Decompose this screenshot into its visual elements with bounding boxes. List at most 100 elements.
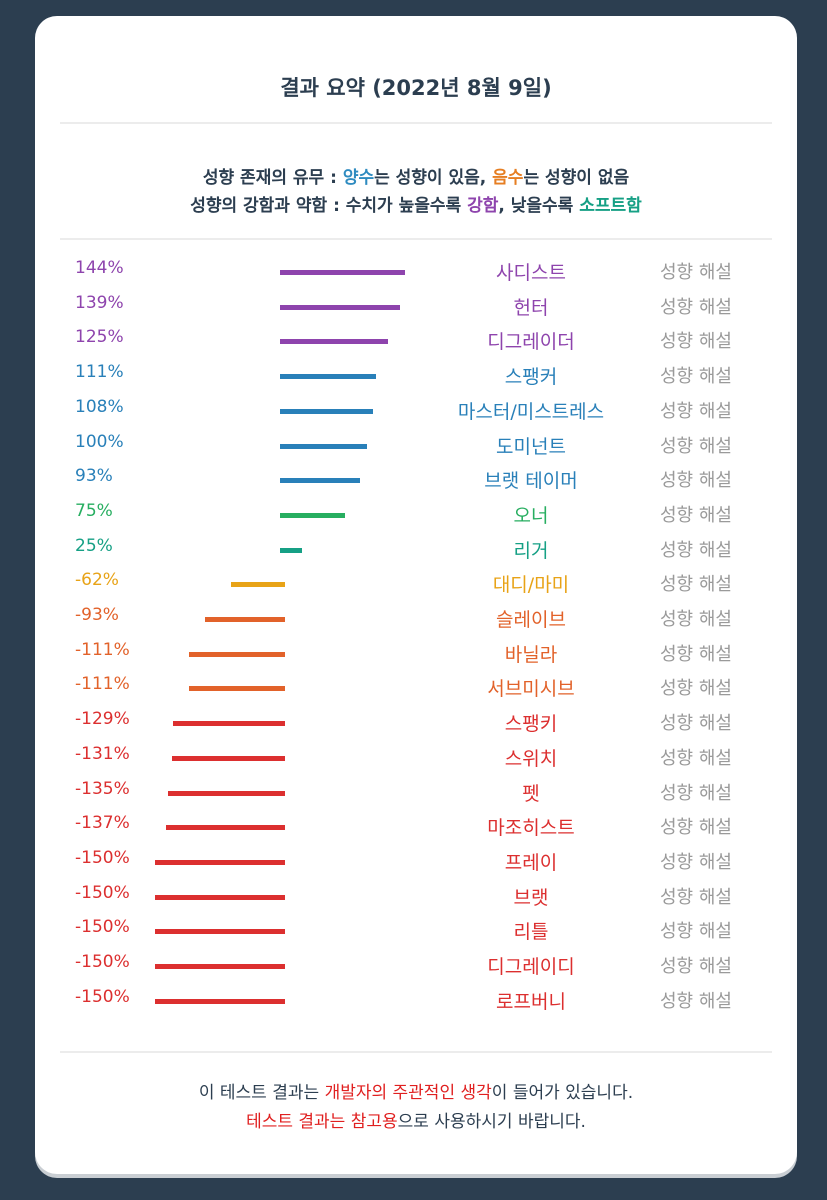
chart-row: 25% 리거 성향 해설: [35, 532, 797, 566]
value-label: 125%: [75, 327, 124, 348]
value-label: 25%: [75, 535, 113, 556]
trait-explanation-link[interactable]: 성향 해설: [660, 504, 732, 526]
value-bar: [155, 929, 285, 935]
trait-name: 마조히스트: [487, 817, 575, 840]
legend-text: 는 성향이 없음: [523, 168, 630, 188]
value-bar: [280, 339, 389, 345]
legend-text: 성향의 강함과 약함 : 수치가 높을수록: [190, 196, 468, 216]
legend-strong: 강함: [467, 196, 499, 216]
trait-name: 대디/마미: [492, 574, 570, 597]
trait-explanation-link[interactable]: 성향 해설: [660, 921, 732, 943]
chart-row: -129% 스팽키 성향 해설: [35, 705, 797, 739]
chart-row: -131% 스위치 성향 해설: [35, 740, 797, 774]
chart-row: -135% 펫 성향 해설: [35, 775, 797, 809]
trait-explanation-link[interactable]: 성향 해설: [660, 331, 732, 353]
trait-explanation-link[interactable]: 성향 해설: [660, 747, 732, 769]
footer-note: 이 테스트 결과는 개발자의 주관적인 생각이 들어가 있습니다. 테스트 결과…: [35, 1079, 797, 1137]
divider: [60, 1051, 772, 1053]
trait-name: 로프버니: [496, 990, 566, 1013]
value-label: -150%: [75, 847, 130, 868]
value-bar: [155, 998, 285, 1004]
legend-text: 성향 존재의 유무 :: [202, 168, 343, 188]
value-label: 75%: [75, 500, 113, 521]
trait-explanation-link[interactable]: 성향 해설: [660, 539, 732, 561]
footer-text: 이 들어가 있습니다.: [491, 1083, 634, 1103]
divider: [60, 122, 772, 124]
trait-name: 마스터/미스트레스: [457, 400, 605, 423]
trait-name: 사디스트: [496, 262, 566, 284]
value-label: -150%: [75, 882, 130, 903]
trait-explanation-link[interactable]: 성향 해설: [660, 366, 732, 388]
value-label: -62%: [75, 570, 119, 591]
trait-explanation-link[interactable]: 성향 해설: [660, 296, 732, 318]
trait-explanation-link[interactable]: 성향 해설: [660, 990, 732, 1012]
trait-name: 바닐라: [504, 643, 558, 666]
trait-explanation-link[interactable]: 성향 해설: [660, 817, 732, 839]
value-bar: [188, 686, 285, 692]
trait-explanation-link[interactable]: 성향 해설: [660, 609, 732, 630]
legend: 성향 존재의 유무 : 양수는 성향이 있음, 음수는 성향이 없음 성향의 강…: [35, 164, 797, 220]
chart-row: -111% 서브미시브 성향 해설: [35, 670, 797, 704]
chart-row: 100% 도미넌트 성향 해설: [35, 428, 797, 462]
chart-row: 144% 사디스트 성향 해설: [35, 254, 797, 288]
value-label: -150%: [75, 917, 130, 938]
trait-explanation-link[interactable]: 성향 해설: [660, 262, 732, 283]
legend-negative: 음수: [492, 168, 524, 188]
chart-row: 93% 브랫 테이머 성향 해설: [35, 462, 797, 496]
value-bar: [188, 651, 285, 657]
chart-row: 139% 헌터 성향 해설: [35, 289, 797, 323]
trait-name: 서브미시브: [487, 678, 575, 701]
trait-name: 브랫: [513, 886, 549, 909]
trait-explanation-link[interactable]: 성향 해설: [660, 678, 732, 700]
value-bar: [280, 270, 405, 275]
value-bar: [173, 721, 285, 727]
trait-explanation-link[interactable]: 성향 해설: [660, 886, 732, 908]
trait-name: 리거: [513, 539, 549, 562]
footer-text: 이 테스트 결과는: [198, 1083, 325, 1103]
value-label: 108%: [75, 396, 124, 417]
trait-explanation-link[interactable]: 성향 해설: [660, 643, 732, 665]
chart-row: -93% 슬레이브 성향 해설: [35, 601, 797, 635]
trait-name: 스위치: [504, 747, 558, 770]
value-bar: [280, 304, 401, 310]
trait-explanation-link[interactable]: 성향 해설: [660, 470, 732, 492]
value-bar: [280, 547, 302, 553]
trait-explanation-link[interactable]: 성향 해설: [660, 574, 732, 596]
value-bar: [204, 617, 285, 622]
chart-row: -150% 브랫 성향 해설: [35, 879, 797, 913]
trait-explanation-link[interactable]: 성향 해설: [660, 435, 732, 457]
trait-name: 펫: [522, 782, 540, 805]
legend-text: , 낮을수록: [498, 196, 580, 216]
value-label: 100%: [75, 431, 124, 452]
legend-line-1: 성향 존재의 유무 : 양수는 성향이 있음, 음수는 성향이 없음: [35, 164, 797, 192]
chart-row: 125% 디그레이더 성향 해설: [35, 323, 797, 357]
value-bar: [280, 478, 361, 484]
trait-explanation-link[interactable]: 성향 해설: [660, 956, 732, 977]
value-bar: [166, 825, 285, 831]
value-bar: [155, 894, 285, 900]
trait-explanation-link[interactable]: 성향 해설: [660, 400, 732, 422]
value-bar: [168, 790, 285, 796]
trait-name: 헌터: [513, 296, 549, 319]
result-chart: 144% 사디스트 성향 해설 139% 헌터 성향 해설 125% 디그레이더 성향 해설 11…: [35, 16, 797, 1174]
chart-row: 108% 마스터/미스트레스 성향 해설: [35, 393, 797, 427]
trait-explanation-link[interactable]: 성향 해설: [660, 782, 732, 804]
trait-name: 디그레이더: [487, 331, 575, 354]
trait-name: 도미넌트: [496, 435, 566, 458]
chart-row: -150% 로프버니 성향 해설: [35, 983, 797, 1017]
trait-name: 스팽커: [504, 366, 558, 389]
trait-explanation-link[interactable]: 성향 해설: [660, 713, 732, 735]
value-label: -129%: [75, 709, 130, 730]
value-bar: [155, 859, 285, 865]
legend-soft: 소프트함: [579, 196, 642, 216]
value-bar: [171, 755, 285, 761]
trait-name: 스팽키: [504, 713, 558, 736]
trait-name: 리틀: [513, 921, 549, 944]
trait-explanation-link[interactable]: 성향 해설: [660, 851, 732, 873]
trait-name: 브랫 테이머: [484, 470, 578, 493]
legend-text: 는 성향이 있음,: [374, 168, 493, 188]
footer-line-2: 테스트 결과는 참고용으로 사용하시기 바랍니다.: [35, 1108, 797, 1137]
chart-row: -150% 디그레이디 성향 해설: [35, 948, 797, 982]
value-label: -111%: [75, 674, 130, 695]
footer-highlight: 테스트 결과는 참고용: [246, 1112, 398, 1132]
